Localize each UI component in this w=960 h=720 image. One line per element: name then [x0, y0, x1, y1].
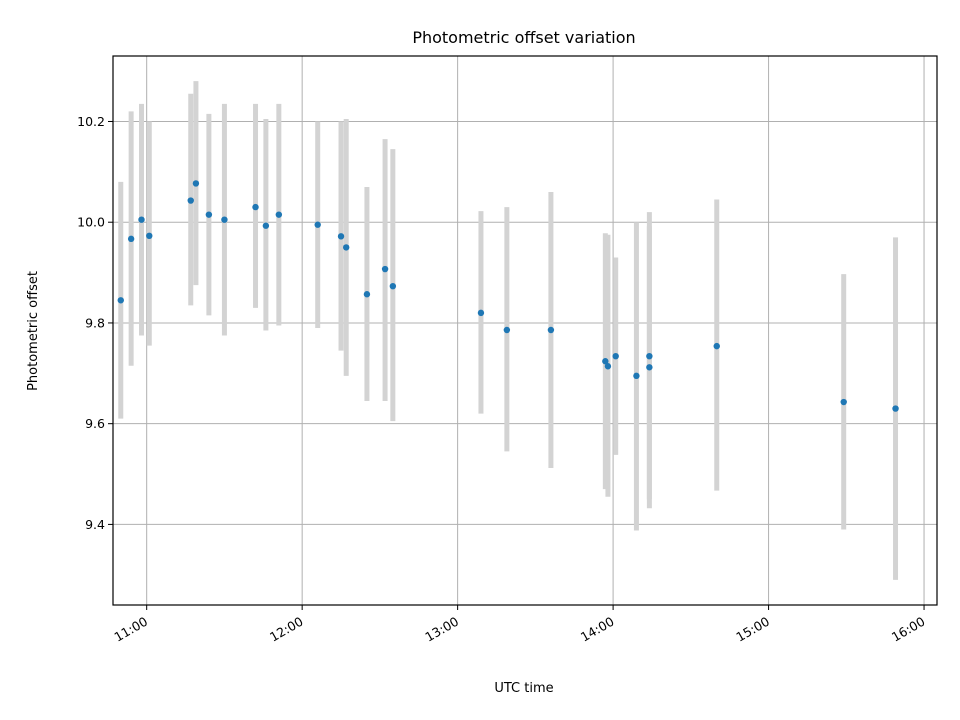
chart-title: Photometric offset variation: [412, 28, 635, 47]
data-point: [117, 297, 124, 304]
x-axis-label: UTC time: [494, 681, 553, 696]
data-point: [892, 405, 899, 412]
x-tick-label: 13:00: [422, 614, 461, 645]
x-tick-label: 16:00: [889, 614, 928, 645]
data-point: [547, 326, 555, 334]
plot-frame: [112, 55, 938, 606]
data-point: [713, 342, 720, 350]
data-point: [503, 326, 511, 334]
data-point: [146, 232, 153, 240]
data-point: [633, 372, 640, 380]
y-tick-label: 10.0: [77, 215, 105, 230]
data-point: [127, 235, 135, 243]
data-point: [343, 244, 350, 251]
data-point: [646, 352, 653, 360]
grid-lines: [113, 56, 937, 605]
data-point: [389, 282, 397, 290]
data-point: [192, 180, 200, 187]
y-tick-label: 9.8: [85, 315, 105, 330]
data-point: [381, 265, 389, 273]
data-point: [262, 222, 270, 229]
data-point: [646, 364, 653, 371]
y-axis-ticks: 9.4 9.6 9.8 10.0 10.2: [77, 114, 113, 532]
data-points: [117, 180, 899, 412]
data-point: [604, 363, 612, 370]
data-point: [337, 233, 345, 240]
data-point: [187, 197, 194, 204]
x-axis-ticks: 11:00 12:00 13:00 14:00 15:00 16:00: [111, 605, 928, 645]
data-point: [314, 221, 321, 228]
x-tick-label: 14:00: [578, 614, 617, 645]
data-point: [477, 309, 485, 317]
y-tick-label: 9.4: [85, 517, 105, 532]
data-point: [602, 358, 609, 365]
x-tick-label: 12:00: [267, 614, 306, 645]
y-tick-label: 9.6: [85, 416, 105, 431]
y-tick-label: 10.2: [77, 114, 105, 129]
data-point: [138, 216, 145, 223]
data-point: [221, 216, 228, 223]
x-tick-label: 11:00: [111, 614, 150, 645]
x-tick-label: 15:00: [733, 614, 772, 645]
data-point: [252, 203, 259, 211]
data-point: [275, 211, 283, 218]
y-axis-label: Photometric offset: [26, 271, 41, 391]
data-point: [205, 211, 213, 218]
data-point: [840, 398, 847, 406]
data-point: [363, 291, 371, 298]
data-point: [612, 352, 619, 360]
